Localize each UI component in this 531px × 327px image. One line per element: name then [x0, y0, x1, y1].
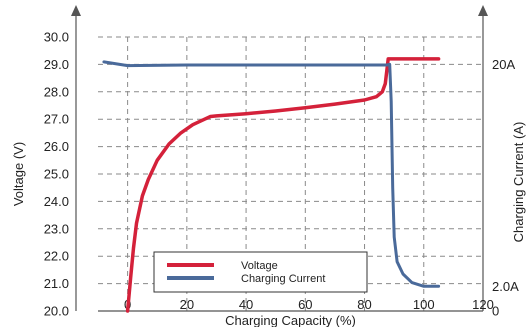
- left-axis-arrow-icon: [71, 5, 81, 16]
- series-line-voltage: [125, 57, 441, 313]
- x-tick-label: 100: [413, 297, 435, 312]
- x-tick-label: 80: [357, 297, 371, 312]
- x-tick-label: 60: [298, 297, 312, 312]
- y-left-tick-label: 28.0: [44, 84, 69, 99]
- y-right-tick-label: 0: [492, 304, 499, 319]
- y-left-tick-label: 25.0: [44, 167, 69, 182]
- y-left-tick-label: 27.0: [44, 112, 69, 127]
- y-left-tick-label: 29.0: [44, 57, 69, 72]
- legend-label: Voltage: [241, 260, 278, 272]
- x-axis-title: Charging Capacity (%): [225, 313, 356, 327]
- y-right-tick-label: 2.0A: [492, 279, 519, 294]
- y-left-tick-label: 30.0: [44, 30, 69, 45]
- y-left-tick-label: 24.0: [44, 194, 69, 209]
- y-left-tick-label: 20.0: [44, 304, 69, 319]
- y-right-axis-title: Charging Current (A): [511, 122, 526, 243]
- right-axis-arrow-icon: [478, 5, 488, 16]
- legend-box: [153, 251, 368, 293]
- y-left-tick-label: 23.0: [44, 221, 69, 236]
- y-right-tick-label: 20A: [492, 57, 515, 72]
- legend-label: Charging Current: [241, 273, 325, 285]
- y-left-axis-title: Voltage (V): [11, 142, 26, 206]
- y-left-tick-label: 22.0: [44, 249, 69, 264]
- x-tick-label: 40: [239, 297, 253, 312]
- series-line-charging-current: [102, 60, 441, 288]
- y-left-tick-label: 26.0: [44, 139, 69, 154]
- x-tick-label: 120: [472, 297, 494, 312]
- x-tick-label: 20: [180, 297, 194, 312]
- y-left-tick-label: 21.0: [44, 276, 69, 291]
